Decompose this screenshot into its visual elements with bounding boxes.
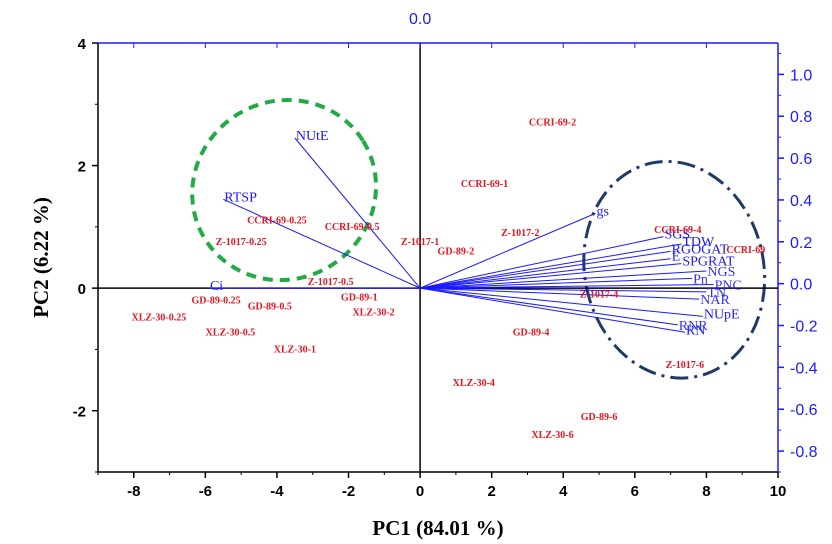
loading-label: Ci <box>210 279 223 294</box>
x-tick-label: 6 <box>631 483 639 500</box>
right-tick-label: 0.0 <box>790 277 812 294</box>
right-tick-label: -0.4 <box>790 360 818 377</box>
loading-label: RTSP <box>224 190 257 205</box>
loading-vector <box>420 287 686 333</box>
loading-vector <box>420 258 671 289</box>
right-tick-label: -0.8 <box>790 444 818 461</box>
y-tick-label: -2 <box>73 404 86 421</box>
loading-label: SPGRAT <box>682 255 735 270</box>
y-tick-label: 0 <box>78 281 86 298</box>
loading-label: PNC <box>715 278 742 293</box>
right-tick-label: -0.2 <box>790 319 818 336</box>
right-tick-label: -0.6 <box>790 402 818 419</box>
right-tick-label: 0.2 <box>790 235 812 252</box>
x-tick-label: 0 <box>416 483 424 500</box>
loading-label: TDW <box>682 235 715 250</box>
x-tick-label: -6 <box>199 483 212 500</box>
right-tick-label: 0.8 <box>790 109 812 126</box>
loading-label: RNR <box>679 319 708 334</box>
loading-label: gs <box>596 204 608 219</box>
loading-vector <box>420 236 664 289</box>
x-tick-label: 10 <box>770 483 787 500</box>
score-label: CCRI-69-1 <box>461 179 508 190</box>
ellipse-right <box>582 159 767 380</box>
loading-vector <box>223 198 421 289</box>
score-label: XLZ-30-1 <box>274 344 316 355</box>
top-axis-label: 0.0 <box>409 11 431 28</box>
loading-vector <box>294 137 421 289</box>
score-label: Z-1017-6 <box>666 360 704 371</box>
x-tick-label: 2 <box>488 483 496 500</box>
score-label: CCRI-69-4 <box>654 225 701 236</box>
score-label: GD-89-0.5 <box>248 302 292 313</box>
score-label: XLZ-30-6 <box>531 430 573 441</box>
x-tick-label: -8 <box>127 483 140 500</box>
score-label: XLZ-30-2 <box>352 308 394 319</box>
score-label: CCRI-69-0.5 <box>325 222 380 233</box>
score-labels-layer: CCRI-69-2 CCRI-69-1 CCRI-69-0.25 CCRI-69-0.… <box>131 118 765 442</box>
loading-label: Pn <box>693 272 708 287</box>
loading-vector <box>420 287 707 293</box>
x-tick-label: -4 <box>270 483 284 500</box>
score-label: GD-89-4 <box>513 327 550 338</box>
score-label: Z-1017-2 <box>501 228 539 239</box>
loading-vector <box>420 287 703 317</box>
score-label: CCRI-69-2 <box>529 118 576 129</box>
score-label: GD-89-6 <box>581 412 618 423</box>
loading-label: NAR <box>700 293 730 308</box>
loading-label: RN <box>686 323 705 338</box>
loading-vector <box>420 287 678 326</box>
score-label: XLZ-30-0.25 <box>131 313 186 324</box>
y-tick-label: 4 <box>78 36 87 53</box>
loading-vector <box>419 212 596 289</box>
score-label: XLZ-30-4 <box>453 378 495 389</box>
score-label: CCRI-69 <box>726 245 765 256</box>
loading-vector <box>420 250 671 289</box>
loading-vector <box>420 287 700 300</box>
axes-layer: -8 -6 -4 -2 0 2 4 6 8 10 -2 0 2 4 -0.8 -0.6 -0.4 -0.2 0.0 0… <box>73 36 818 500</box>
score-label: CCRI-69-0.25 <box>247 216 307 227</box>
x-axis-title: PC1 (84.01 %) <box>372 516 503 540</box>
right-tick-label: 0.4 <box>790 193 812 210</box>
loading-vector <box>420 263 682 289</box>
right-tick-label: 0.6 <box>790 151 812 168</box>
loading-label: NGS <box>707 265 735 280</box>
score-label: GD-89-2 <box>438 246 475 257</box>
score-label: GD-89-1 <box>341 292 378 303</box>
loading-label: NUpE <box>704 307 740 322</box>
right-tick-label: 1.0 <box>790 67 812 84</box>
score-label: XLZ-30-0.5 <box>206 327 256 338</box>
loading-vector <box>420 283 714 289</box>
loading-label: TN <box>707 286 726 301</box>
loading-vector <box>420 270 707 289</box>
score-label: Z-1017-0.25 <box>216 237 267 248</box>
loading-vector <box>420 243 682 289</box>
loading-label: NUtE <box>296 129 329 144</box>
y-tick-label: 2 <box>78 159 86 176</box>
score-label: Z-1017-1 <box>401 237 439 248</box>
x-tick-label: 8 <box>702 483 710 500</box>
ellipse-left <box>190 98 379 283</box>
loading-label: RGOGAT <box>672 242 729 257</box>
x-tick-label: 4 <box>559 483 568 500</box>
score-label: Z-1017-4 <box>580 289 618 300</box>
score-label: Z-1017-0.5 <box>308 277 354 288</box>
x-tick-label: -2 <box>342 483 355 500</box>
loading-label: SGS <box>664 228 690 243</box>
loading-vector <box>420 277 693 289</box>
loading-label: E <box>672 250 681 265</box>
y-axis-title: PC2 (6.22 %) <box>29 197 53 318</box>
score-label: GD-89-0.25 <box>192 295 241 306</box>
